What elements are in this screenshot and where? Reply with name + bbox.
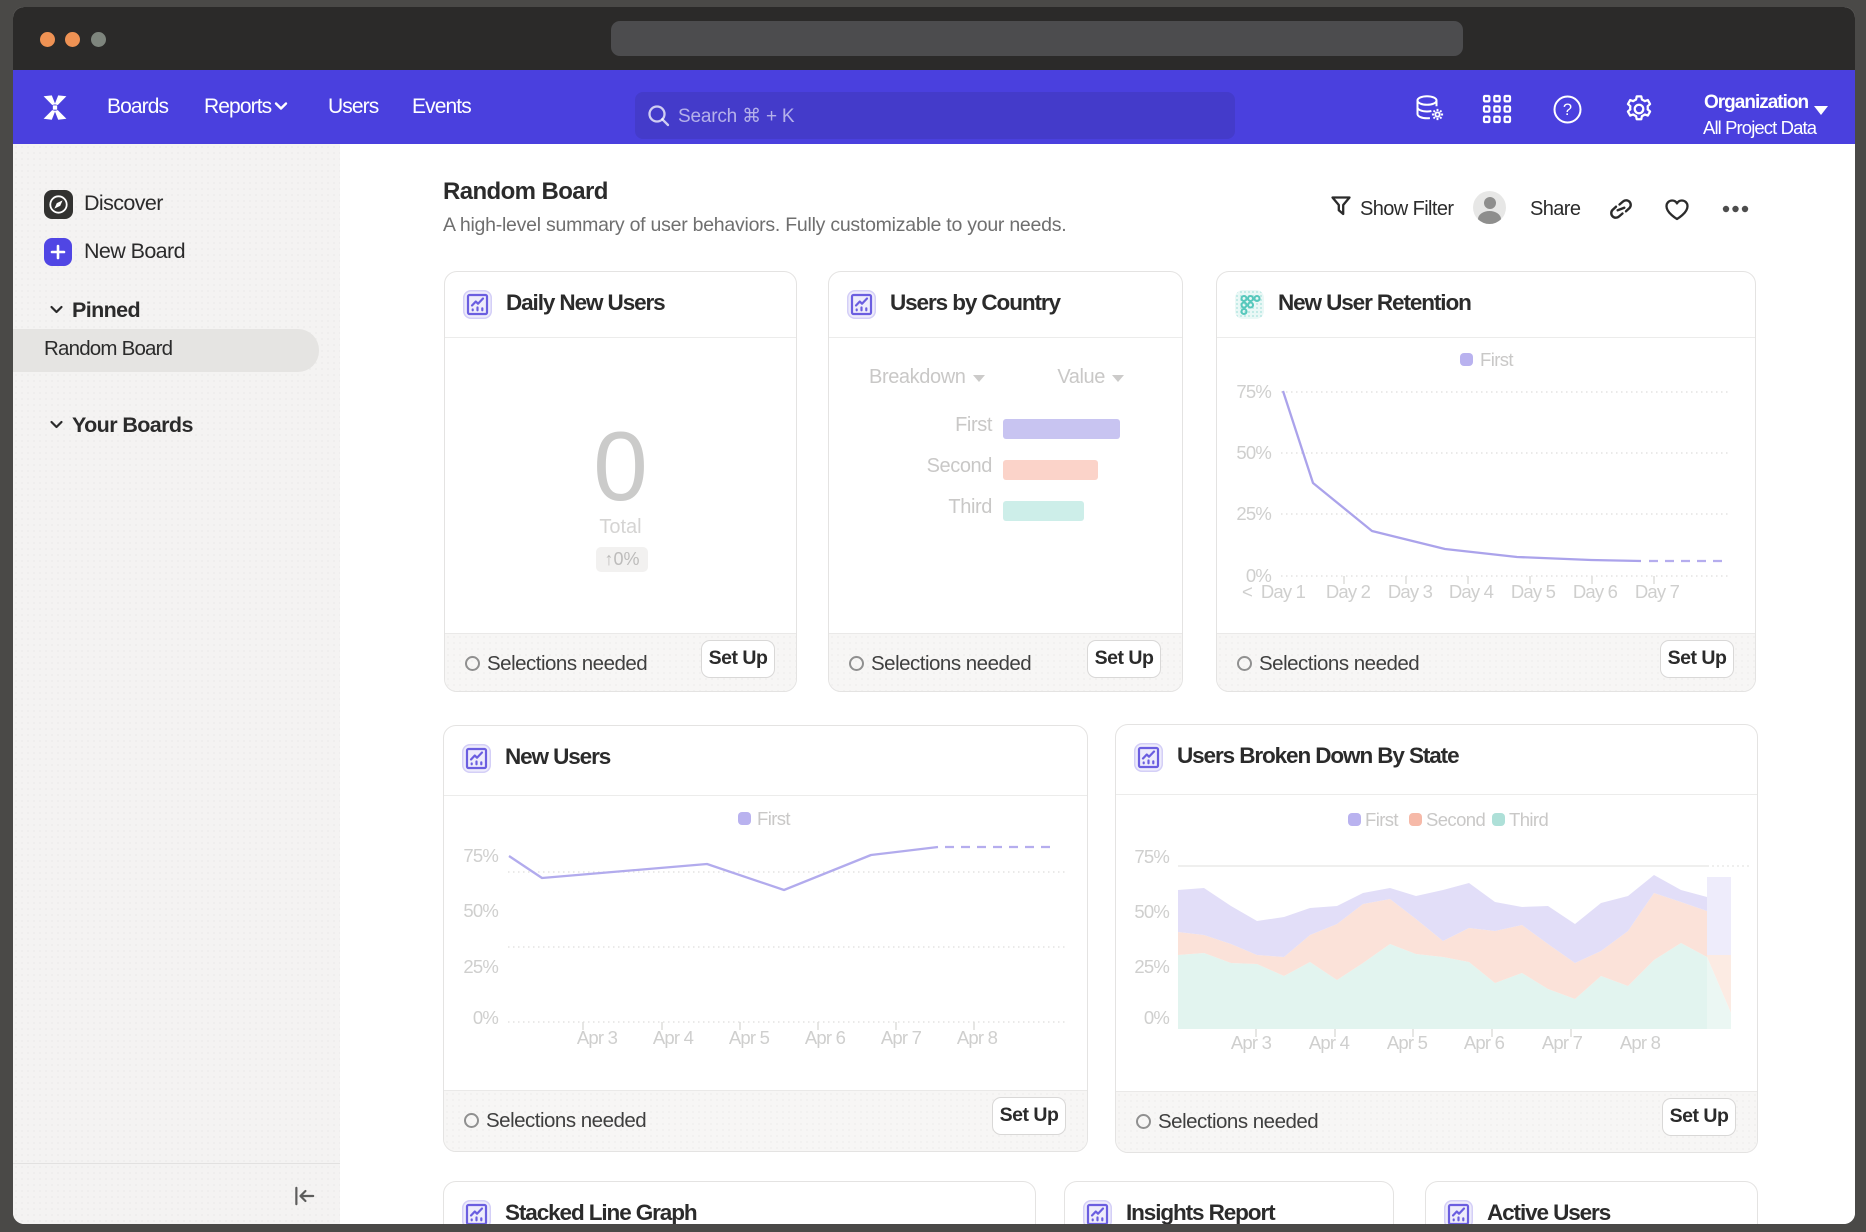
svg-text:75%: 75% <box>463 845 498 866</box>
svg-text:50%: 50% <box>463 900 498 921</box>
svg-text:Day 4: Day 4 <box>1449 581 1494 602</box>
svg-text:25%: 25% <box>463 956 498 977</box>
svg-text:0%: 0% <box>1144 1007 1169 1028</box>
svg-text:Apr 4: Apr 4 <box>1309 1032 1350 1053</box>
svg-text:0%: 0% <box>473 1007 498 1028</box>
svg-text:?: ? <box>1563 101 1572 119</box>
svg-text:Apr 8: Apr 8 <box>1620 1032 1661 1053</box>
svg-text:Day 1: Day 1 <box>1261 581 1306 602</box>
svg-text:First: First <box>1480 349 1513 370</box>
svg-text:First: First <box>757 808 790 829</box>
svg-text:75%: 75% <box>1236 381 1271 402</box>
svg-text:Apr 6: Apr 6 <box>1464 1032 1505 1053</box>
svg-text:Day 2: Day 2 <box>1326 581 1371 602</box>
svg-text:Third: Third <box>1509 809 1548 830</box>
svg-text:75%: 75% <box>1134 846 1169 867</box>
svg-text:Apr 5: Apr 5 <box>729 1027 770 1048</box>
svg-text:Apr 4: Apr 4 <box>653 1027 694 1048</box>
svg-text:Apr 6: Apr 6 <box>805 1027 846 1048</box>
svg-text:50%: 50% <box>1134 901 1169 922</box>
svg-text:Apr 3: Apr 3 <box>1231 1032 1272 1053</box>
svg-text:Day 5: Day 5 <box>1511 581 1556 602</box>
svg-text:Apr 3: Apr 3 <box>577 1027 618 1048</box>
svg-text:Apr 7: Apr 7 <box>1542 1032 1583 1053</box>
svg-text:Day 6: Day 6 <box>1573 581 1618 602</box>
svg-text:25%: 25% <box>1236 503 1271 524</box>
svg-text:Day 3: Day 3 <box>1388 581 1433 602</box>
svg-text:Apr 7: Apr 7 <box>881 1027 922 1048</box>
svg-text:First: First <box>1365 809 1398 830</box>
svg-text:Apr 8: Apr 8 <box>957 1027 998 1048</box>
svg-text:50%: 50% <box>1236 442 1271 463</box>
svg-text:Second: Second <box>1426 809 1485 830</box>
svg-text:Apr 5: Apr 5 <box>1387 1032 1428 1053</box>
svg-text:0%: 0% <box>1246 565 1271 586</box>
svg-text:Day 7: Day 7 <box>1635 581 1680 602</box>
svg-text:<: < <box>1242 581 1252 602</box>
svg-text:25%: 25% <box>1134 956 1169 977</box>
